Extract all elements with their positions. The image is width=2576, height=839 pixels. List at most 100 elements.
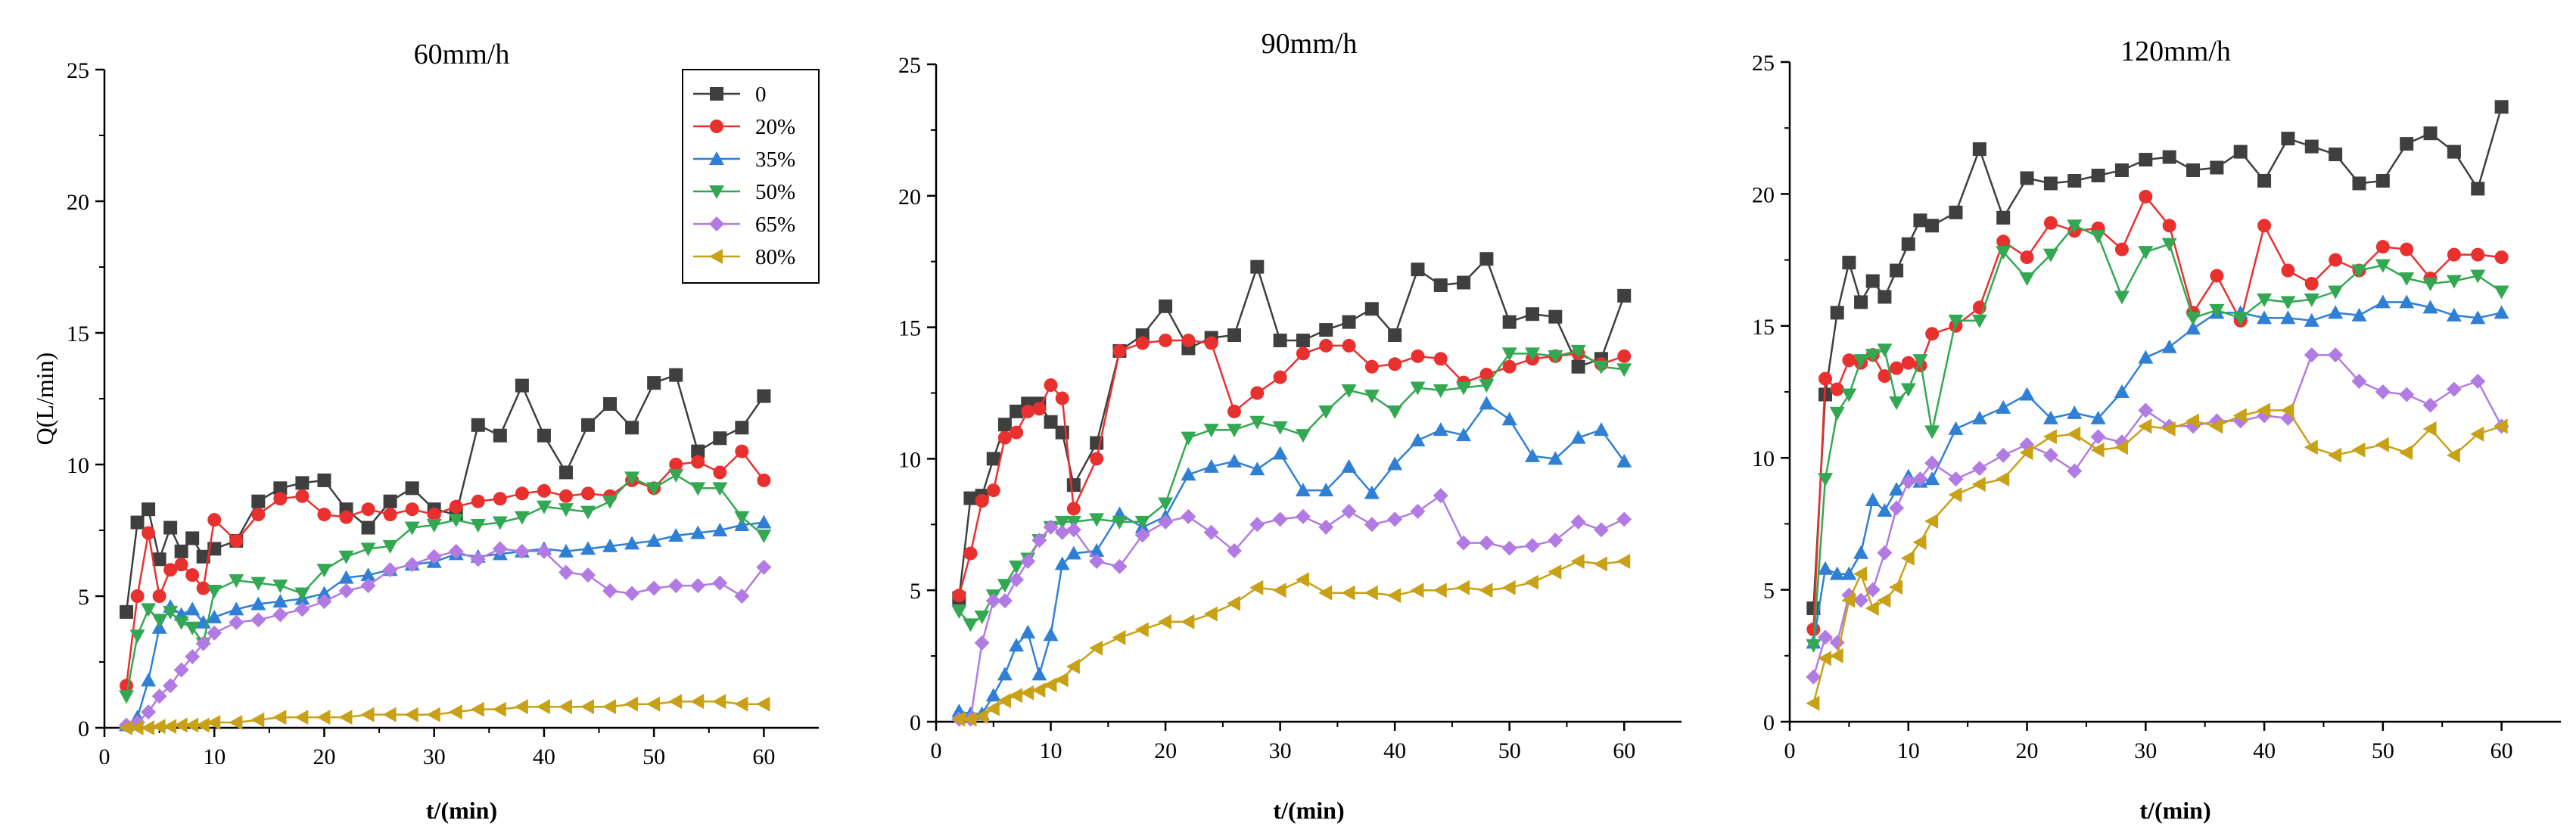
data-point <box>2471 247 2485 262</box>
data-point <box>317 473 331 487</box>
data-point <box>1043 677 1057 693</box>
data-point <box>2422 300 2438 314</box>
data-point <box>1203 458 1219 473</box>
data-point <box>1479 535 1495 551</box>
y-tick-label: 20 <box>67 190 89 215</box>
data-point <box>951 605 967 620</box>
data-point <box>1089 513 1105 527</box>
x-tick-label: 50 <box>2372 738 2394 763</box>
data-point <box>2090 442 2105 458</box>
data-point <box>580 699 595 715</box>
data-point <box>2351 264 2367 278</box>
data-point <box>1134 515 1150 530</box>
data-point <box>2351 374 2367 390</box>
data-point <box>1227 543 1242 559</box>
data-point <box>1181 333 1196 347</box>
data-point <box>1054 524 1070 540</box>
y-tick-label: 10 <box>67 453 89 478</box>
chart-panel-1: 0 10 20 30 40 50 60 0 5 10 15 20 25 60mm/h t/(min) Q(L/… <box>31 39 820 824</box>
data-point <box>360 578 376 594</box>
legend-marker <box>709 185 724 199</box>
data-point <box>1043 627 1059 642</box>
data-point <box>141 603 157 617</box>
data-point <box>2090 410 2106 424</box>
data-point <box>603 396 618 411</box>
data-point <box>1341 458 1357 473</box>
data-point <box>317 508 331 522</box>
data-point <box>493 492 507 506</box>
y-tick-label: 10 <box>1752 446 1775 471</box>
data-point <box>2352 176 2366 191</box>
data-point <box>668 694 683 710</box>
data-point <box>580 505 596 520</box>
data-point <box>1159 333 1173 347</box>
y-tick-label: 15 <box>898 316 921 341</box>
series-line <box>126 521 764 726</box>
data-point <box>1501 347 1517 362</box>
data-point <box>1616 553 1631 569</box>
data-point <box>1411 349 1425 363</box>
data-point <box>602 583 618 599</box>
data-point <box>1479 368 1494 382</box>
data-point <box>1181 508 1196 524</box>
data-point <box>1890 263 1904 278</box>
data-point <box>1548 309 1563 324</box>
data-point <box>1877 343 1893 358</box>
data-point <box>735 421 749 435</box>
data-point <box>2042 429 2057 445</box>
data-point <box>646 482 662 496</box>
data-point <box>1479 583 1493 598</box>
data-point <box>1829 406 1845 421</box>
data-point <box>2020 171 2034 185</box>
data-point <box>1112 629 1126 645</box>
data-point <box>1227 595 1240 611</box>
data-point <box>1364 485 1380 499</box>
data-point <box>1319 338 1333 353</box>
data-point <box>690 525 706 539</box>
data-point <box>207 585 222 599</box>
series-35% <box>1806 294 2509 649</box>
data-point <box>1806 639 1822 653</box>
x-tick-label: 20 <box>313 744 335 769</box>
data-point <box>2400 242 2414 256</box>
data-point <box>449 499 463 514</box>
data-point <box>273 492 288 506</box>
data-point <box>2043 216 2058 230</box>
x-tick-label: 10 <box>1040 738 1062 763</box>
data-point <box>985 688 1001 702</box>
data-point <box>1410 381 1426 396</box>
legend-marker <box>710 120 723 133</box>
data-point <box>1318 519 1334 535</box>
data-point <box>1295 508 1311 524</box>
data-point <box>1616 453 1632 468</box>
data-point <box>120 604 134 619</box>
data-point <box>1617 288 1632 303</box>
data-point <box>492 701 506 717</box>
data-point <box>1158 514 1174 530</box>
data-point <box>974 709 988 725</box>
data-point <box>2091 168 2105 182</box>
data-point <box>141 673 157 687</box>
data-point <box>757 389 771 403</box>
data-point <box>2233 144 2248 159</box>
data-point <box>1272 421 1288 435</box>
data-point <box>448 543 464 559</box>
data-point <box>1021 404 1035 418</box>
data-point <box>515 378 529 393</box>
data-point <box>1617 349 1632 363</box>
data-point <box>2470 269 2486 284</box>
data-point <box>273 481 288 496</box>
data-point <box>163 520 178 535</box>
data-point <box>1948 314 1964 328</box>
data-point <box>756 696 770 712</box>
data-point <box>1364 302 1379 316</box>
data-point <box>1996 399 2011 414</box>
data-point <box>1971 477 1986 493</box>
data-point <box>1433 278 1448 292</box>
data-point <box>713 465 727 480</box>
data-point <box>713 431 727 446</box>
data-point <box>272 593 288 607</box>
data-point <box>1089 543 1105 558</box>
data-point <box>974 610 990 624</box>
